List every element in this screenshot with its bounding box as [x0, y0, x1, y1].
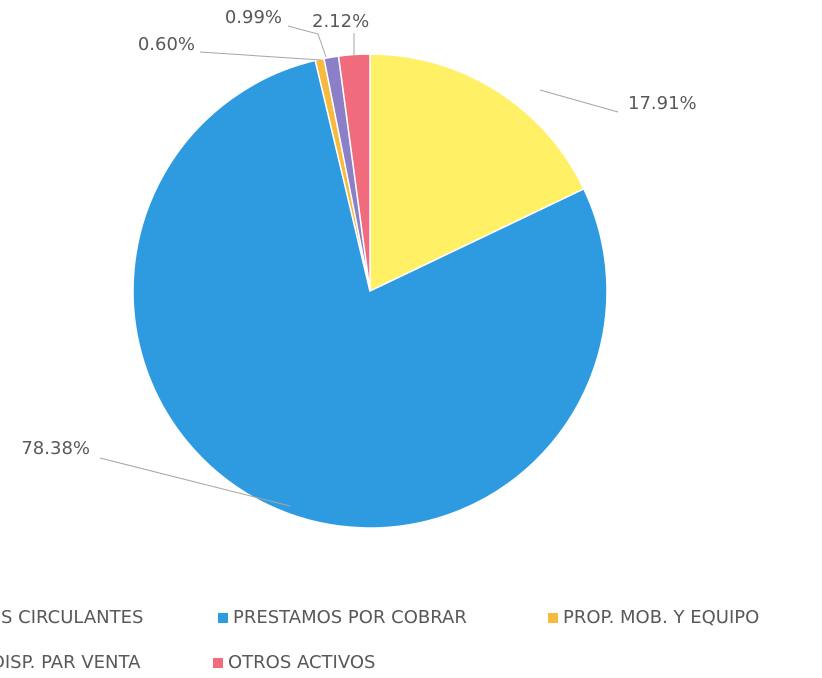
legend-label: DISP. PAR VENTA — [0, 652, 141, 673]
data-label: 0.99% — [225, 7, 282, 28]
leader-line — [287, 25, 327, 58]
legend-marker — [218, 613, 228, 623]
data-label: 2.12% — [312, 11, 369, 32]
legend-label: PRESTAMOS POR COBRAR — [233, 607, 467, 628]
pie-slice — [132, 59, 608, 529]
leader-line — [99, 457, 291, 507]
pie-slice — [369, 53, 585, 293]
leader-line — [539, 89, 619, 113]
data-label: 17.91% — [628, 93, 697, 114]
leader-line — [199, 51, 322, 61]
data-label: 0.60% — [138, 34, 195, 55]
legend-marker — [548, 613, 558, 623]
legend-label: PROP. MOB. Y EQUIPO — [563, 607, 759, 628]
legend-label: OTROS ACTIVOS — [228, 652, 375, 673]
legend-label: S CIRCULANTES — [1, 607, 143, 628]
data-label: 78.38% — [21, 438, 90, 459]
legend-marker — [213, 658, 223, 668]
